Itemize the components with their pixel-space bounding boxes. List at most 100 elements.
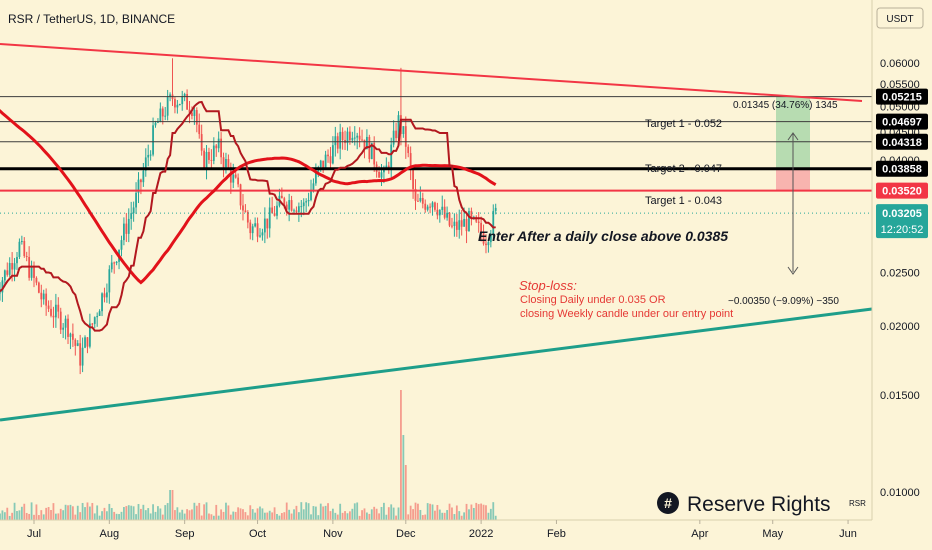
candle-body xyxy=(191,112,193,116)
volume-bar xyxy=(125,506,128,520)
candle-body xyxy=(135,192,137,208)
volume-bar xyxy=(67,505,69,520)
volume-bar xyxy=(424,514,427,520)
volume-bar xyxy=(212,515,215,520)
reserve-rights-logo: # Reserve Rights RSR xyxy=(657,492,866,516)
candle-body xyxy=(0,292,1,294)
candle-body xyxy=(263,218,266,233)
candle-body xyxy=(441,206,444,211)
volume-bar xyxy=(363,508,366,520)
candle-body xyxy=(259,235,261,237)
volume-bar xyxy=(259,506,261,520)
candle-body xyxy=(20,241,23,243)
volume-bar xyxy=(33,514,35,520)
volume-bar xyxy=(23,503,26,520)
upper-trendline[interactable] xyxy=(0,43,863,102)
candle-body xyxy=(67,318,69,337)
time-tick-label: Aug xyxy=(100,528,120,540)
time-tick-label: Apr xyxy=(691,528,708,540)
candle-body xyxy=(181,96,184,105)
volume-bar xyxy=(482,504,485,520)
volume-bar xyxy=(317,515,320,520)
price-axis[interactable]: 0.060000.055000.050000.045000.040000.035… xyxy=(871,0,928,520)
candle-body xyxy=(212,145,215,161)
candle-body xyxy=(283,198,286,205)
candle-body xyxy=(13,263,16,270)
volume-bar xyxy=(448,503,451,520)
candle-body xyxy=(69,333,72,337)
candle-body xyxy=(140,179,142,183)
stop-loss-line-2: closing Weekly candle under our entry po… xyxy=(520,308,733,320)
volume-bar xyxy=(470,504,473,520)
volume-bar xyxy=(3,512,6,520)
lower-trendline[interactable] xyxy=(0,307,873,422)
candle-body xyxy=(261,232,264,236)
candle-body xyxy=(195,110,198,125)
candle-body xyxy=(271,207,274,214)
volume-bar xyxy=(290,513,293,520)
candle-body xyxy=(383,169,385,173)
time-tick-label: Feb xyxy=(547,528,566,540)
candle-body xyxy=(327,154,329,157)
candle-body xyxy=(232,174,235,183)
volume-bar xyxy=(110,508,113,520)
candle-body xyxy=(339,131,342,149)
volume-bar xyxy=(460,515,463,520)
candle-body xyxy=(436,209,439,216)
price-tag-stop: 0.03520 xyxy=(882,186,922,198)
candle-body xyxy=(210,159,213,161)
candle-body xyxy=(421,197,424,204)
volume-bar xyxy=(108,503,111,520)
candle-body xyxy=(397,115,400,139)
volume-bar xyxy=(171,490,174,520)
candle-body xyxy=(276,205,278,216)
currency-button[interactable]: USDT xyxy=(886,14,913,25)
measure-arrows xyxy=(787,132,799,275)
volume-bar xyxy=(256,508,259,520)
volume-bar xyxy=(288,509,291,520)
candle-body xyxy=(380,172,383,178)
volume-bar xyxy=(50,509,52,520)
candle-body xyxy=(465,218,468,232)
candle-body xyxy=(88,323,91,347)
candle-body xyxy=(130,213,133,219)
volume-bar xyxy=(142,504,145,520)
volume-bar xyxy=(468,509,470,520)
volume-bar xyxy=(310,514,312,520)
volume-bar xyxy=(327,503,329,520)
candle-body xyxy=(164,115,167,117)
candle-body xyxy=(11,263,14,270)
candle-body xyxy=(161,108,164,117)
candle-body xyxy=(470,210,473,218)
price-tag-target-052: 0.05215 xyxy=(882,92,922,104)
volume-bar xyxy=(176,507,179,520)
volume-bar xyxy=(40,510,43,520)
volume-bar xyxy=(174,510,176,520)
volume-bar xyxy=(429,503,431,520)
candle-body xyxy=(366,136,368,150)
candle-body xyxy=(198,124,201,135)
volume-bar xyxy=(28,513,31,520)
stop-loss-line-1: Closing Daily under 0.035 OR xyxy=(520,294,666,306)
target-label-047: Target 2 - 0.047 xyxy=(645,163,722,175)
volume-bar xyxy=(368,513,371,520)
candle-body xyxy=(455,221,458,230)
volume-bar xyxy=(397,507,400,520)
volume-bar xyxy=(351,508,354,520)
candle-body xyxy=(295,210,298,212)
volume-bar xyxy=(154,511,157,520)
volume-bar xyxy=(329,511,332,520)
volume-bar xyxy=(93,513,96,520)
candle-body xyxy=(312,183,315,190)
volume-bar xyxy=(322,506,325,520)
volume-bar xyxy=(302,509,305,520)
candle-body xyxy=(251,226,254,234)
volume-bar xyxy=(217,515,220,520)
candle-body xyxy=(193,110,196,116)
time-axis[interactable]: Jul Aug Sep Oct Nov Dec 2022 Feb Apr May Jun xyxy=(0,519,872,540)
price-tag-target-043: 0.04318 xyxy=(882,137,922,149)
candle-body xyxy=(174,99,176,108)
volume-bar xyxy=(232,511,235,520)
candle-body xyxy=(443,206,446,218)
